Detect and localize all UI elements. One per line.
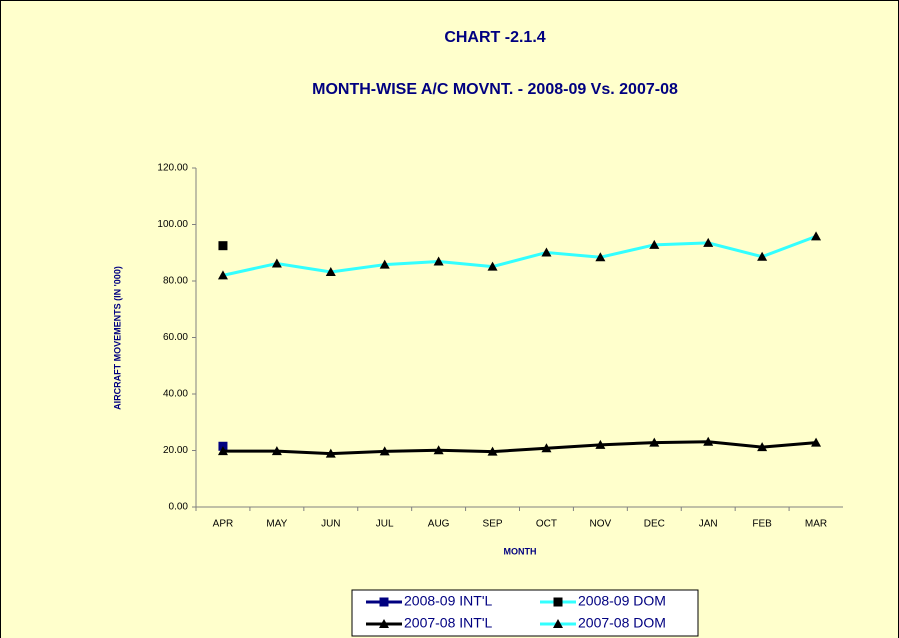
- data-point: [487, 446, 498, 456]
- legend-box: [351, 589, 699, 637]
- y-tick-label: 100.00: [157, 219, 188, 230]
- legend-label: 2008-09 DOM: [578, 593, 666, 609]
- data-point: [595, 252, 606, 262]
- legend-label: 2007-08 DOM: [578, 615, 666, 631]
- data-point: [541, 443, 552, 453]
- data-point: [325, 448, 336, 458]
- data-point: [433, 445, 444, 455]
- data-point: [379, 446, 390, 456]
- x-tick-label: NOV: [590, 519, 612, 530]
- data-point: [541, 247, 552, 257]
- x-tick-label: DEC: [644, 519, 665, 530]
- x-tick-label: OCT: [536, 519, 557, 530]
- y-tick-label: 40.00: [163, 389, 188, 400]
- x-axis-label: MONTH: [504, 546, 537, 556]
- legend-marker: [553, 619, 563, 628]
- data-point: [649, 239, 660, 249]
- data-point: [703, 237, 714, 247]
- series-line: [222, 234, 817, 277]
- chart-title: CHART -2.1.4: [444, 29, 545, 46]
- y-tick-label: 120.00: [157, 163, 188, 174]
- x-tick-label: MAY: [266, 519, 287, 530]
- y-axis-label: AIRCRAFT MOVEMENTS (IN '000): [112, 266, 122, 410]
- data-point: [217, 270, 228, 280]
- data-point: [487, 261, 498, 271]
- legend-marker: [379, 619, 389, 628]
- chart-subtitle: MONTH-WISE A/C MOVNT. - 2008-09 Vs. 2007…: [312, 81, 678, 98]
- x-tick-label: JUL: [376, 519, 394, 530]
- data-point: [757, 442, 768, 452]
- x-tick-label: FEB: [752, 519, 772, 530]
- data-point: [649, 437, 660, 447]
- data-point: [703, 436, 714, 446]
- data-point: [811, 437, 822, 447]
- x-tick-label: AUG: [428, 519, 450, 530]
- data-point: [595, 439, 606, 449]
- y-tick-label: 20.00: [163, 445, 188, 456]
- data-point: [217, 446, 228, 456]
- y-tick-label: 60.00: [163, 332, 188, 343]
- data-point: [433, 256, 444, 266]
- data-point: [218, 241, 228, 251]
- y-tick-label: 80.00: [163, 276, 188, 287]
- x-tick-label: JAN: [699, 519, 718, 530]
- data-point: [757, 251, 768, 261]
- legend-marker: [379, 597, 389, 607]
- data-point: [271, 446, 282, 456]
- y-tick-label: 0.00: [169, 502, 189, 513]
- data-point: [811, 231, 822, 241]
- data-point: [271, 258, 282, 268]
- x-tick-label: SEP: [483, 519, 503, 530]
- legend-label: 2007-08 INT'L: [404, 615, 492, 631]
- data-point: [379, 259, 390, 269]
- series-line: [222, 440, 817, 456]
- x-tick-label: MAR: [805, 519, 827, 530]
- x-tick-label: JUN: [321, 519, 340, 530]
- legend-label: 2008-09 INT'L: [404, 593, 492, 609]
- x-tick-label: APR: [213, 519, 234, 530]
- legend-marker: [553, 597, 563, 607]
- data-point: [325, 266, 336, 276]
